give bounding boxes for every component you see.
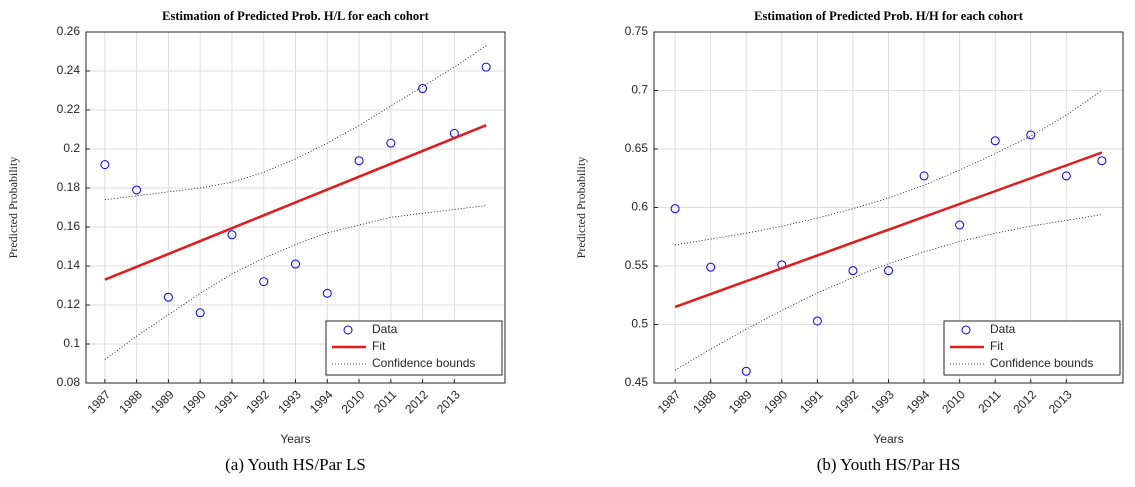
x-tick-label: 1990 xyxy=(761,387,790,416)
data-point xyxy=(163,292,173,302)
data-point xyxy=(481,62,491,72)
data-point xyxy=(955,220,965,230)
chart-title: Estimation of Predicted Prob. H/H for ea… xyxy=(754,9,1024,23)
x-tick-label: 1993 xyxy=(868,387,897,416)
x-tick-label: 2010 xyxy=(339,387,368,416)
x-tick-label: 2012 xyxy=(1010,387,1039,416)
legend-label: Data xyxy=(372,322,398,336)
y-tick-label: 0.22 xyxy=(57,102,81,116)
x-tick-label: 1987 xyxy=(84,387,113,416)
data-point xyxy=(706,262,716,272)
axes-box xyxy=(85,31,506,384)
x-tick-label: 1989 xyxy=(726,387,755,416)
axes-box xyxy=(653,31,1124,384)
data-point xyxy=(919,171,929,181)
y-axis-label: Predicted Probability xyxy=(6,157,20,259)
legend-marker xyxy=(343,325,353,335)
data-point xyxy=(848,266,858,276)
x-tick-label: 1988 xyxy=(116,387,145,416)
legend-label: Confidence bounds xyxy=(990,356,1093,370)
data-point xyxy=(812,316,822,326)
confidence-upper xyxy=(675,90,1103,246)
data-point xyxy=(227,230,237,240)
x-axis-label: Years xyxy=(873,432,903,446)
x-axis-label: Years xyxy=(280,432,310,446)
y-tick-label: 0.26 xyxy=(57,24,81,38)
x-tick-label: 1990 xyxy=(180,387,209,416)
y-tick-label: 0.55 xyxy=(625,258,649,272)
x-tick-label: 1994 xyxy=(307,387,336,416)
panel: 0.08 0.1 0.12 0.14 0.16 0.18 0.2 0.22 0.24 0.26 19… xyxy=(6,9,506,474)
y-tick-label: 0.45 xyxy=(625,375,649,389)
x-tick-label: 1988 xyxy=(690,387,719,416)
y-tick-label: 0.65 xyxy=(625,141,649,155)
y-tick-label: 0.12 xyxy=(57,297,81,311)
data-point xyxy=(322,288,332,298)
data-point xyxy=(195,308,205,318)
y-tick-label: 0.18 xyxy=(57,180,81,194)
fit-line xyxy=(674,151,1103,309)
legend-label: Confidence bounds xyxy=(372,356,475,370)
x-tick-label: 1992 xyxy=(243,387,272,416)
data-point xyxy=(386,138,396,148)
data-point xyxy=(418,84,428,94)
data-point xyxy=(259,277,269,287)
data-point xyxy=(741,366,751,376)
y-axis-label: Predicted Probability xyxy=(574,157,588,259)
data-point xyxy=(990,136,1000,146)
fit-line xyxy=(104,124,487,281)
x-tick-label: 2012 xyxy=(402,387,431,416)
legend-label: Fit xyxy=(372,339,386,353)
x-tick-label: 2010 xyxy=(939,387,968,416)
data-point xyxy=(1097,156,1107,166)
y-tick-label: 0.75 xyxy=(625,24,649,38)
chart-title: Estimation of Predicted Prob. H/L for ea… xyxy=(162,9,429,23)
x-tick-label: 1993 xyxy=(275,387,304,416)
x-tick-label: 1992 xyxy=(833,387,862,416)
y-tick-label: 0.24 xyxy=(57,63,81,77)
legend-label: Fit xyxy=(990,339,1004,353)
y-tick-label: 0.7 xyxy=(631,83,648,97)
data-point xyxy=(354,156,364,166)
data-point xyxy=(670,204,680,214)
x-tick-label: 1994 xyxy=(904,387,933,416)
y-tick-label: 0.5 xyxy=(631,317,648,331)
x-tick-label: 1991 xyxy=(797,387,826,416)
legend-label: Data xyxy=(990,322,1016,336)
x-tick-label: 2013 xyxy=(434,387,463,416)
x-tick-label: 2011 xyxy=(371,387,399,415)
confidence-lower xyxy=(104,205,487,360)
data-point xyxy=(100,160,110,170)
y-tick-label: 0.16 xyxy=(57,219,81,233)
x-tick-label: 2011 xyxy=(975,387,1003,415)
y-tick-label: 0.14 xyxy=(57,258,81,272)
legend-marker xyxy=(961,325,971,335)
x-tick-label: 2013 xyxy=(1046,387,1075,416)
data-point xyxy=(1061,171,1071,181)
x-tick-label: 1987 xyxy=(655,387,684,416)
confidence-upper xyxy=(104,45,487,201)
data-point xyxy=(291,259,300,269)
data-point xyxy=(1026,130,1036,140)
x-tick-label: 1991 xyxy=(212,387,241,416)
data-point xyxy=(884,266,893,276)
caption: (b) Youth HS/Par HS xyxy=(817,455,961,474)
y-tick-label: 0.08 xyxy=(57,375,81,389)
data-point xyxy=(132,185,142,195)
x-tick-label: 1989 xyxy=(148,387,177,416)
caption: (a) Youth HS/Par LS xyxy=(225,455,366,474)
y-tick-label: 0.6 xyxy=(631,200,648,214)
y-tick-label: 0.2 xyxy=(63,141,80,155)
y-tick-label: 0.1 xyxy=(63,336,80,350)
